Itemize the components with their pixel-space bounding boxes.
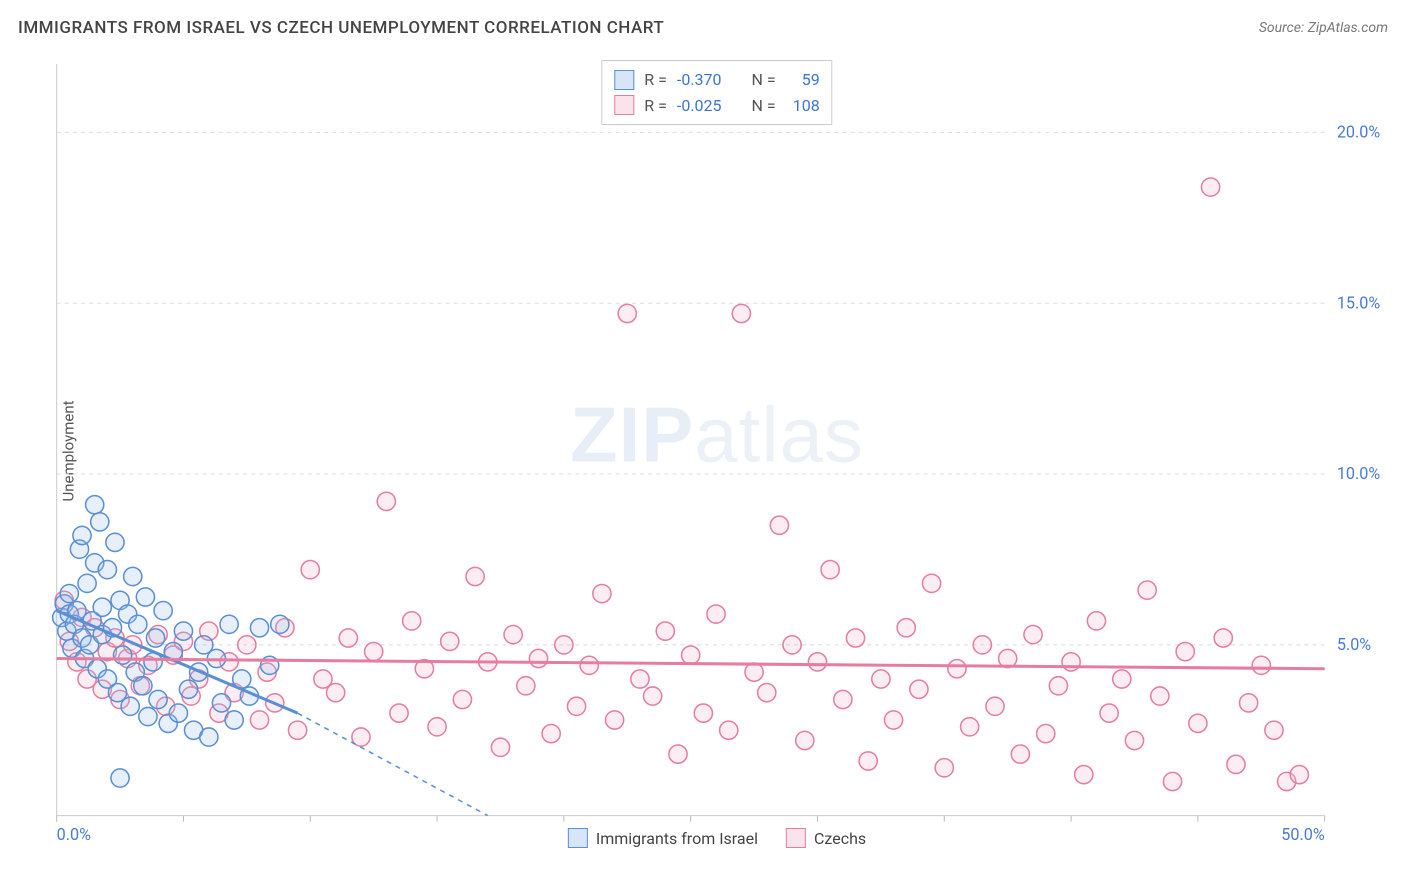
series-legend: Immigrants from Israel Czechs (568, 828, 866, 848)
svg-text:0.0%: 0.0% (57, 825, 91, 844)
legend-item-israel: Immigrants from Israel (568, 828, 758, 848)
source-label: Source: ZipAtlas.com (1259, 20, 1388, 36)
svg-text:5.0%: 5.0% (1337, 635, 1371, 654)
scatter-plot: 5.0% 10.0% 15.0% 20.0% 0.0% 50.0% (48, 56, 1386, 846)
legend-row-czechs: R =-0.025N =108 (614, 93, 819, 119)
svg-text:15.0%: 15.0% (1337, 293, 1381, 312)
chart-container: Unemployment ZIPatlas R =-0.370N =59R =-… (48, 56, 1386, 846)
chart-title: IMMIGRANTS FROM ISRAEL VS CZECH UNEMPLOY… (18, 18, 664, 38)
svg-text:20.0%: 20.0% (1337, 122, 1381, 141)
svg-text:50.0%: 50.0% (1281, 825, 1325, 844)
legend-row-israel: R =-0.370N =59 (614, 67, 819, 93)
correlation-legend: R =-0.370N =59R =-0.025N =108 (601, 60, 832, 125)
legend-item-czechs: Czechs (786, 828, 866, 848)
svg-text:10.0%: 10.0% (1337, 464, 1381, 483)
